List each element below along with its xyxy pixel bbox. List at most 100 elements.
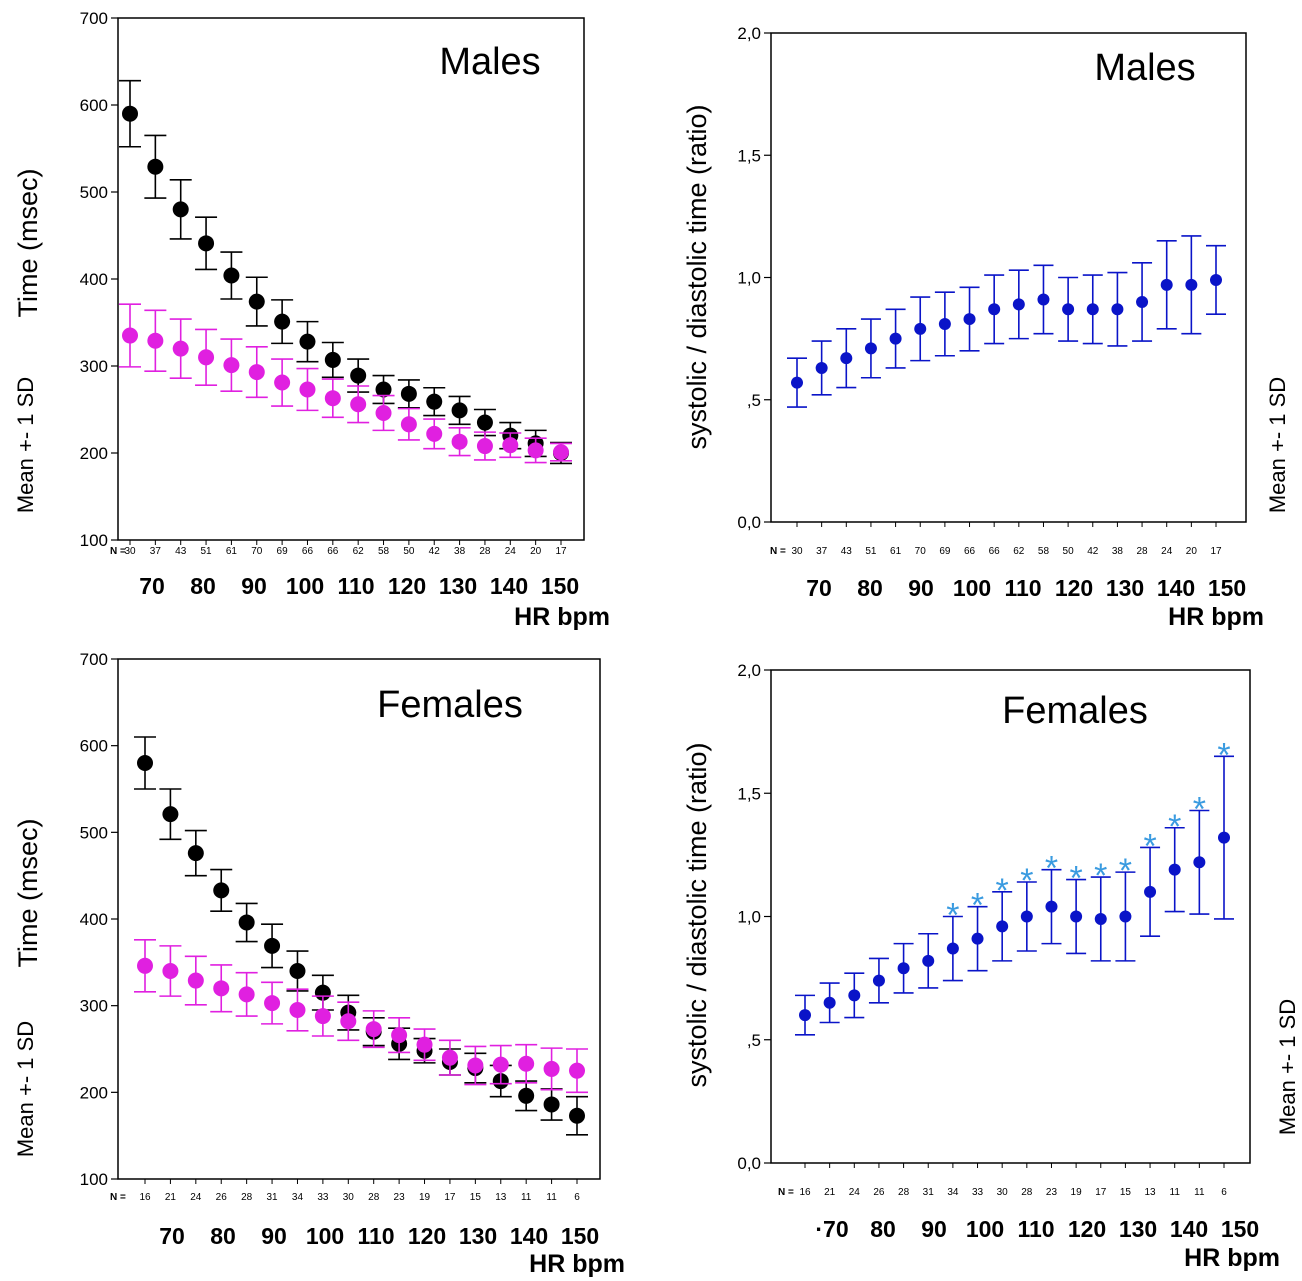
n-count-label: 66 (302, 546, 314, 557)
n-count-label: 43 (175, 546, 187, 557)
data-point (477, 438, 493, 454)
y-tick-label: 500 (80, 183, 108, 202)
y-tick-label: 100 (80, 531, 108, 550)
data-point (1111, 303, 1123, 315)
n-count-label: 66 (964, 546, 976, 557)
n-count-label: 15 (470, 1192, 482, 1203)
significance-star: * (1119, 852, 1132, 890)
y-tick-label: 2,0 (737, 661, 761, 680)
n-count-label: 30 (997, 1187, 1009, 1198)
x-major-label: 110 (1017, 1216, 1054, 1242)
data-point (890, 333, 902, 345)
data-point (401, 386, 417, 402)
n-count-label: 50 (403, 546, 415, 557)
n-count-label: 28 (241, 1192, 253, 1203)
x-major-label: 80 (857, 575, 883, 601)
n-count-label: 24 (1161, 546, 1173, 557)
data-point (173, 341, 189, 357)
n-count-label: 24 (505, 546, 517, 557)
n-count-label: 69 (277, 546, 289, 557)
x-major-label: 140 (510, 1223, 548, 1249)
x-major-label: 120 (1068, 1216, 1106, 1242)
n-count-label: 26 (216, 1192, 228, 1203)
data-point (162, 806, 178, 822)
x-major-label: 90 (261, 1223, 287, 1249)
data-point (366, 1021, 382, 1037)
data-point (122, 328, 138, 344)
data-point (350, 368, 366, 384)
x-major-label: 70 (139, 573, 165, 599)
data-point (1037, 294, 1049, 306)
data-point (922, 955, 934, 967)
panel-title: Males (439, 41, 540, 83)
data-series-2 (134, 940, 588, 1093)
y-tick-label: 500 (80, 823, 108, 842)
y-axis-sublabel: Mean +- 1 SD (1265, 377, 1290, 513)
data-point (518, 1056, 534, 1072)
data-point (426, 394, 442, 410)
n-count-label: 62 (353, 546, 365, 557)
y-tick-label: 400 (80, 910, 108, 929)
x-major-label: 140 (1170, 1216, 1208, 1242)
panel-title: Females (1002, 690, 1148, 732)
significance-star: * (971, 887, 984, 925)
y-axis-sublabel: Mean +- 1 SD (1275, 999, 1300, 1135)
n-count-label: 30 (124, 546, 136, 557)
y-tick-label: 300 (80, 997, 108, 1016)
n-count-label: 33 (972, 1187, 984, 1198)
data-point (1087, 303, 1099, 315)
n-count-label: 11 (1194, 1187, 1205, 1198)
significance-star: * (1020, 862, 1033, 900)
x-axis-label: HR bpm (514, 603, 610, 631)
data-point (1095, 913, 1107, 925)
n-count-label: 33 (317, 1192, 329, 1203)
n-count-label: 6 (1221, 1187, 1227, 1198)
x-major-label: 100 (306, 1223, 344, 1249)
y-tick-label: 400 (80, 270, 108, 289)
data-point (289, 1002, 305, 1018)
data-point (213, 980, 229, 996)
n-count-label: 28 (479, 546, 491, 557)
data-point (325, 390, 341, 406)
n-count-label: 16 (139, 1192, 151, 1203)
x-major-label: 150 (1208, 575, 1246, 601)
data-point (493, 1057, 509, 1073)
x-major-label: 150 (541, 573, 579, 599)
data-point (417, 1037, 433, 1053)
data-point (350, 396, 366, 412)
data-point (325, 352, 341, 368)
x-major-label: 100 (953, 575, 991, 601)
n-count-label: 28 (1136, 546, 1148, 557)
x-major-label: 90 (908, 575, 934, 601)
significance-star: * (996, 872, 1009, 910)
x-major-label: 100 (286, 573, 324, 599)
data-point (1185, 279, 1197, 291)
chart-panel-2: 0,0,51,01,52,0N = 30 37 43 51 61 70 69 66 66 62 58 5… (682, 24, 1290, 631)
data-point (996, 920, 1008, 932)
n-count-label: 11 (1170, 1187, 1181, 1198)
panel-title: Males (1094, 47, 1195, 89)
data-point (289, 963, 305, 979)
n-count-label: 20 (530, 546, 542, 557)
x-major-label: 90 (241, 573, 267, 599)
n-count-label: 37 (150, 546, 162, 557)
n-count-label: 34 (292, 1192, 304, 1203)
chart-panel-1: 100 200 300 400 500 600 700 N =30 37 43 51 61 70 69 66… (13, 9, 610, 631)
n-count-label: 28 (1021, 1187, 1033, 1198)
data-point (840, 352, 852, 364)
n-prefix-label: N = (110, 1192, 126, 1203)
y-axis-sublabel: Mean +- 1 SD (13, 1021, 38, 1157)
n-count-label: 51 (200, 546, 212, 557)
x-major-label: 80 (190, 573, 216, 599)
n-count-label: 42 (1087, 546, 1099, 557)
n-count-label: 70 (251, 546, 263, 557)
plot-frame (771, 33, 1246, 522)
x-major-label: ·70 (815, 1216, 848, 1242)
y-axis-label: systolic / diastolic time (ratio) (682, 742, 712, 1087)
data-point (147, 333, 163, 349)
data-point (426, 426, 442, 442)
y-tick-label: 1,5 (737, 784, 761, 803)
chart-panel-3: 100 200 300 400 500 600 700 N = 16 21 24 26 28 31 34 33… (13, 650, 625, 1278)
data-point (299, 334, 315, 350)
data-point (239, 914, 255, 930)
